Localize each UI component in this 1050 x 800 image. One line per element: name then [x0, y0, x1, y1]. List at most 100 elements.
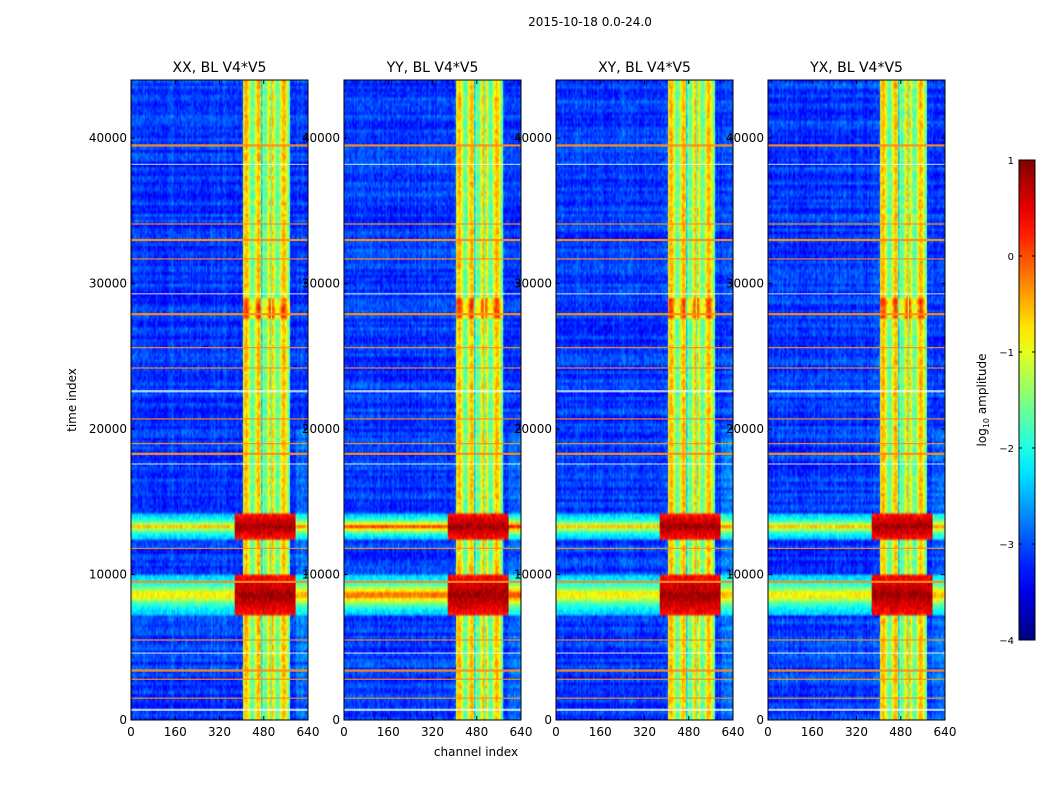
x-tick-label: 0: [340, 725, 348, 739]
rfi-row: [768, 463, 945, 465]
rfi-row: [344, 639, 521, 641]
y-tick-label: 30000: [89, 277, 127, 291]
y-tick-label: 0: [756, 713, 764, 727]
rfi-row: [344, 697, 521, 699]
x-tick-label: 320: [845, 725, 868, 739]
rfi-row: [131, 708, 308, 711]
x-tick-label: 480: [677, 725, 700, 739]
rfi-row: [556, 163, 733, 165]
rfi-row: [131, 452, 308, 455]
y-tick-label: 20000: [302, 422, 340, 436]
rfi-row: [768, 708, 945, 711]
rfi-row: [768, 697, 945, 699]
rfi-row: [556, 652, 733, 654]
y-tick-label: 30000: [302, 277, 340, 291]
rfi-row: [344, 452, 521, 455]
rfi-row: [556, 678, 733, 680]
y-tick-label: 30000: [514, 277, 552, 291]
rfi-row: [556, 313, 733, 316]
rfi-row: [556, 347, 733, 349]
panel-xy: XY, BL V4*V5 0 160 320 480 640 0 10000 20000 3000…: [514, 60, 745, 739]
rfi-row: [344, 367, 521, 369]
figure-suptitle: 2015-10-18 0.0-24.0: [528, 15, 652, 29]
rfi-row: [768, 452, 945, 455]
x-tick-label: 640: [297, 725, 320, 739]
x-tick-label: 0: [127, 725, 135, 739]
rfi-row: [131, 258, 308, 260]
rfi-row: [131, 669, 308, 672]
y-tick-label: 30000: [726, 277, 764, 291]
rfi-row: [344, 547, 521, 549]
panel-yx: YX, BL V4*V5 0 160 320 480 640 0 10000 20000 3000…: [726, 60, 957, 739]
rfi-row: [344, 418, 521, 420]
rfi-row: [556, 144, 733, 147]
x-tick-label: 640: [722, 725, 745, 739]
x-tick-label: 0: [552, 725, 560, 739]
y-tick-label: 40000: [89, 131, 127, 145]
rfi-row: [131, 293, 308, 295]
rfi-row: [556, 238, 733, 242]
rfi-row: [768, 652, 945, 654]
rfi-row: [768, 293, 945, 295]
rfi-row: [131, 313, 308, 316]
y-tick-label: 10000: [302, 568, 340, 582]
rfi-row: [556, 697, 733, 699]
rfi-row: [768, 144, 945, 147]
panel-title: XY, BL V4*V5: [598, 60, 691, 76]
rfi-row: [556, 580, 733, 583]
rfi-row: [131, 580, 308, 583]
rfi-row: [556, 547, 733, 549]
rfi-row: [131, 390, 308, 393]
rfi-row: [344, 223, 521, 225]
rfi-row: [768, 580, 945, 583]
y-tick-label: 10000: [726, 568, 764, 582]
colorbar-bar: [1018, 159, 1036, 641]
y-tick-label: 10000: [514, 568, 552, 582]
rfi-row: [344, 390, 521, 393]
x-tick-label: 320: [208, 725, 231, 739]
x-tick-label: 480: [252, 725, 275, 739]
colorbar-label: log10 amplitude: [975, 354, 991, 447]
rfi-row: [556, 293, 733, 295]
colorbar-tick-label: −2: [999, 444, 1014, 455]
colorbar-tick-label: 1: [1008, 156, 1014, 167]
rfi-row: [556, 258, 733, 260]
rfi-row: [131, 652, 308, 654]
rfi-row: [131, 547, 308, 549]
rfi-row: [556, 390, 733, 393]
heatmap-image-yy: [344, 80, 521, 720]
rfi-row: [768, 347, 945, 349]
rfi-row: [768, 238, 945, 242]
x-tick-label: 160: [801, 725, 824, 739]
heatmap-image-xx: [131, 80, 308, 720]
rfi-row: [768, 678, 945, 680]
x-tick-label: 480: [889, 725, 912, 739]
x-tick-label: 480: [465, 725, 488, 739]
rfi-row: [768, 390, 945, 393]
rfi-row: [344, 669, 521, 672]
panel-title: XX, BL V4*V5: [173, 60, 267, 76]
rfi-row: [131, 418, 308, 420]
x-axis-label: channel index: [434, 745, 518, 759]
colorbar-tick-label: −4: [999, 636, 1014, 647]
colorbar-tick-label: −1: [999, 348, 1014, 359]
y-tick-label: 0: [119, 713, 127, 727]
rfi-row: [556, 463, 733, 465]
rfi-row: [556, 367, 733, 369]
rfi-row: [344, 163, 521, 165]
y-tick-label: 10000: [89, 568, 127, 582]
y-tick-label: 0: [544, 713, 552, 727]
x-tick-label: 320: [633, 725, 656, 739]
rfi-row: [768, 313, 945, 316]
rfi-row: [768, 547, 945, 549]
colorbar-label-rest: amplitude: [975, 354, 989, 418]
y-tick-label: 20000: [726, 422, 764, 436]
rfi-row: [556, 708, 733, 711]
rfi-row: [344, 463, 521, 465]
rfi-row: [344, 258, 521, 260]
panel-title: YX, BL V4*V5: [809, 60, 903, 76]
y-tick-label: 20000: [514, 422, 552, 436]
rfi-row: [556, 452, 733, 455]
